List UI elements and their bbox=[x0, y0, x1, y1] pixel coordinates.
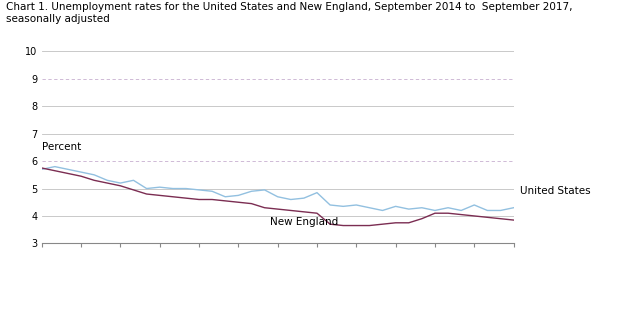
Text: Percent: Percent bbox=[42, 142, 81, 152]
Text: seasonally adjusted: seasonally adjusted bbox=[6, 14, 110, 24]
Text: United States: United States bbox=[520, 186, 591, 196]
Text: Chart 1. Unemployment rates for the United States and New England, September 201: Chart 1. Unemployment rates for the Unit… bbox=[6, 2, 573, 12]
Text: New England: New England bbox=[270, 217, 338, 227]
